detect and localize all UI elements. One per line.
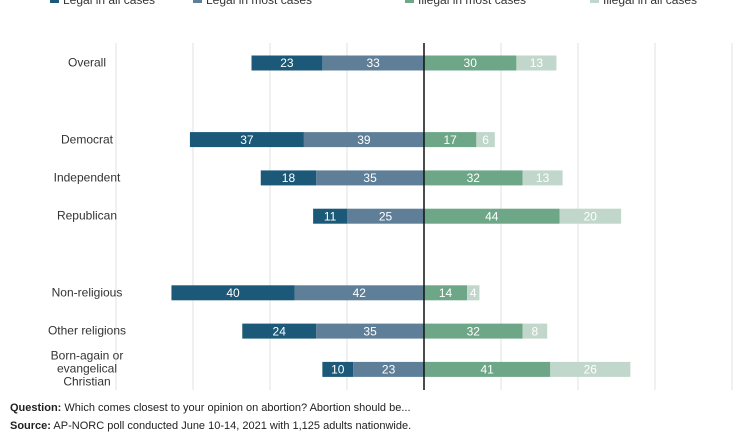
source-note: Source: AP-NORC poll conducted June 10-1… <box>10 420 411 432</box>
bar-segment <box>424 55 517 71</box>
legend-swatch <box>50 0 59 3</box>
legend-swatch <box>405 0 414 3</box>
value-label: 39 <box>357 133 371 147</box>
value-label: 6 <box>482 133 489 147</box>
bar-segment <box>559 208 622 224</box>
value-label: 13 <box>536 171 550 185</box>
source-text: AP-NORC poll conducted June 10-14, 2021 … <box>53 420 412 432</box>
category-label: Republican <box>56 208 118 223</box>
source-label: Source: <box>10 420 51 432</box>
value-label: 26 <box>584 363 598 377</box>
bar-segment <box>322 55 424 71</box>
value-label: 35 <box>363 324 377 338</box>
value-label: 35 <box>363 171 377 185</box>
value-label: 37 <box>240 133 254 147</box>
value-label: 23 <box>280 56 294 70</box>
value-label: 10 <box>331 363 345 377</box>
value-label: 17 <box>444 133 458 147</box>
bar-segment <box>251 55 323 71</box>
category-label: Democrat <box>60 132 113 147</box>
category-label: Born-again or evangelical Christian <box>50 348 124 389</box>
value-label: 11 <box>324 209 337 223</box>
value-label: 32 <box>467 324 481 338</box>
value-label: 18 <box>282 171 296 185</box>
legend-swatch <box>193 0 202 3</box>
value-label: 30 <box>464 56 478 70</box>
bar-segment <box>242 323 317 339</box>
question-label: Question: <box>10 402 62 414</box>
bar-segment <box>424 361 551 377</box>
bar-segment <box>424 323 523 339</box>
bar-segment <box>316 170 424 186</box>
value-label: 14 <box>439 286 453 300</box>
bar-segment <box>522 170 563 186</box>
bar-segment <box>316 323 424 339</box>
value-label: 8 <box>532 324 539 338</box>
bar-segment <box>424 132 477 148</box>
legend-label: Legal in all cases <box>63 0 155 7</box>
bar-segment <box>550 361 631 377</box>
bar-segment <box>522 323 548 339</box>
category-label: Overall <box>67 55 106 70</box>
bar-segment <box>313 208 347 224</box>
question-text: Which comes closest to your opinion on a… <box>64 402 411 414</box>
bar-segment <box>467 285 480 301</box>
legend-label: Illegal in most cases <box>418 0 526 7</box>
value-label: 4 <box>470 286 477 300</box>
category-label: Independent <box>53 170 121 185</box>
value-label: 42 <box>353 286 367 300</box>
value-label: 41 <box>480 363 494 377</box>
value-label: 25 <box>379 209 393 223</box>
value-label: 44 <box>485 209 499 223</box>
bar-segment <box>171 285 295 301</box>
bar-segment <box>353 361 424 377</box>
bar-segment <box>322 361 354 377</box>
bar-segment <box>424 208 560 224</box>
value-label: 32 <box>467 171 481 185</box>
question-note: Question: Which comes closest to your op… <box>10 402 411 414</box>
bar-segment <box>347 208 424 224</box>
value-label: 20 <box>584 209 598 223</box>
legend-swatch <box>590 0 599 3</box>
value-label: 33 <box>367 56 381 70</box>
category-label: Non-religious <box>51 285 123 300</box>
bar-segment <box>424 170 523 186</box>
bar-segment <box>424 285 468 301</box>
legend-label: Illegal in all cases <box>603 0 697 7</box>
value-label: 23 <box>382 363 396 377</box>
bar-segment <box>303 132 424 148</box>
value-label: 24 <box>273 324 287 338</box>
category-label: Other religions <box>47 323 127 338</box>
bar-segment <box>189 132 304 148</box>
value-label: 40 <box>226 286 240 300</box>
bar-segment <box>260 170 317 186</box>
bar-segment <box>294 285 424 301</box>
value-label: 13 <box>530 56 544 70</box>
bar-segment <box>476 132 495 148</box>
bar-segment <box>516 55 557 71</box>
legend-label: Legal in most cases <box>206 0 312 7</box>
